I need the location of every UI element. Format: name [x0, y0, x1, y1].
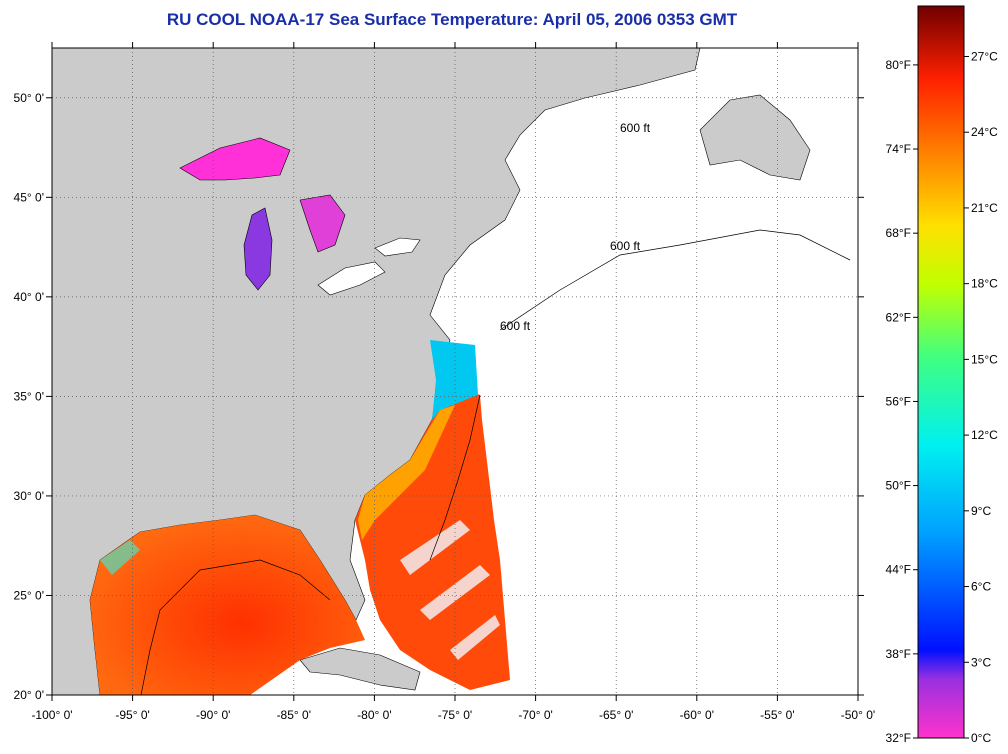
colorbar-celsius-label: 18°C: [971, 277, 998, 291]
sst-gulf-of-mexico: [90, 515, 365, 695]
colorbar-fahrenheit-label: 38°F: [886, 647, 911, 661]
lon-tick-label: -70° 0': [518, 708, 552, 722]
colorbar-celsius-label: 9°C: [971, 504, 991, 518]
colorbar-fahrenheit-label: 62°F: [886, 310, 911, 324]
colorbar-celsius-label: 12°C: [971, 428, 998, 442]
lon-tick-label: -75° 0': [438, 708, 472, 722]
lake-erie: [317, 261, 386, 296]
sst-shelf-warm: [358, 405, 455, 540]
lake-ontario: [374, 237, 421, 257]
lon-tick-label: -100° 0': [31, 708, 72, 722]
isobath-label-3: 600 ft: [620, 121, 651, 135]
colorbar-fahrenheit-label: 56°F: [886, 394, 911, 408]
plot-frame: [51, 47, 859, 696]
colorbar-fahrenheit-label: 80°F: [886, 58, 911, 72]
colorbar-celsius-label: 3°C: [971, 655, 991, 669]
lat-tick-label: 20° 0': [14, 688, 44, 702]
isobath-label-1: 600 ft: [500, 319, 531, 333]
sst-shelf-cool: [430, 340, 478, 420]
isobath-line: [140, 229, 851, 695]
lon-tick-label: -55° 0': [760, 708, 794, 722]
colorbar: [917, 5, 965, 739]
lat-tick-label: 30° 0': [14, 489, 44, 503]
lon-tick-label: -85° 0': [277, 708, 311, 722]
lon-tick-label: -65° 0': [599, 708, 633, 722]
lake-superior: [179, 137, 291, 181]
lake-michigan: [243, 207, 273, 291]
axis-ticks: -100° 0' -95° 0' -90° 0' -85° 0' -80° 0' -75°…: [14, 42, 875, 722]
cloud-streaks: [400, 520, 500, 660]
lon-tick-label: -50° 0': [841, 708, 875, 722]
lon-tick-label: -80° 0': [357, 708, 391, 722]
colorbar-celsius-label: 21°C: [971, 201, 998, 215]
lat-tick-label: 40° 0': [14, 290, 44, 304]
colorbar-fahrenheit-label: 44°F: [886, 563, 911, 577]
colorbar-ticks: 27°C 24°C 21°C 18°C 15°C 12°C 9°C 6°C 3°C 0°C 80°F…: [886, 49, 999, 745]
sst-gulf-stream: [355, 380, 510, 690]
lon-tick-label: -90° 0': [196, 708, 230, 722]
lon-tick-label: -60° 0': [680, 708, 714, 722]
colorbar-celsius-label: 0°C: [971, 731, 991, 745]
lat-tick-label: 45° 0': [14, 190, 44, 204]
lon-tick-label: -95° 0': [115, 708, 149, 722]
colorbar-fahrenheit-label: 50°F: [886, 479, 911, 493]
lat-tick-label: 50° 0': [14, 91, 44, 105]
colorbar-fahrenheit-label: 74°F: [886, 142, 911, 156]
colorbar-celsius-label: 27°C: [971, 49, 998, 63]
map-title: RU COOL NOAA-17 Sea Surface Temperature:…: [166, 10, 738, 29]
colorbar-celsius-label: 6°C: [971, 580, 991, 594]
sst-texas-coast: [100, 540, 140, 575]
lat-tick-label: 35° 0': [14, 389, 44, 403]
colorbar-celsius-label: 24°C: [971, 125, 998, 139]
colorbar-fahrenheit-label: 32°F: [886, 731, 911, 745]
isobath-label-2: 600 ft: [610, 239, 641, 253]
colorbar-fahrenheit-label: 68°F: [886, 226, 911, 240]
colorbar-celsius-label: 15°C: [971, 352, 998, 366]
land-cuba: [299, 647, 421, 691]
lake-huron: [299, 194, 346, 253]
lat-tick-label: 25° 0': [14, 588, 44, 602]
